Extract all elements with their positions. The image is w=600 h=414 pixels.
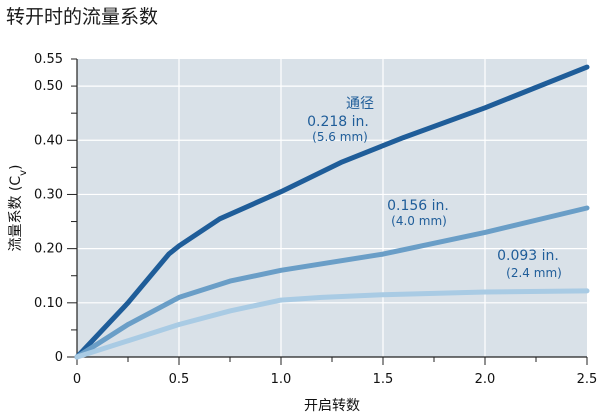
y-tick-label: 0.50 (34, 79, 63, 94)
y-axis-label-end: ) (8, 164, 24, 169)
series-line-3 (74, 288, 590, 360)
y-tick-label: 0.55 (34, 52, 63, 67)
tick-labels: 0 0.10 0.20 0.30 0.40 0.50 0.55 0 0.5 1.0 1.5 2.0 2.… (34, 52, 597, 387)
y-tick-label: 0.40 (34, 133, 63, 148)
grid-lines (77, 59, 587, 357)
y-axis-label-sub: v (18, 170, 29, 176)
annotation-series-1: 通径 0.218 in. (5.6 mm) (307, 96, 374, 144)
y-axis-label-main: 流量系数 (C (8, 176, 24, 252)
series-line-1 (74, 64, 590, 360)
annotation-series-1-line-2: 0.218 in. (307, 114, 369, 130)
annotation-series-1-line-1: 通径 (346, 96, 374, 112)
y-tick-label: 0.10 (34, 296, 63, 311)
axes (67, 58, 588, 365)
x-axis-label: 开启转数 (304, 398, 360, 414)
x-tick-label: 2.0 (475, 372, 496, 387)
annotation-series-2: 0.156 in. (4.0 mm) (387, 198, 449, 228)
x-tick-label: 0 (73, 372, 81, 387)
y-tick-label: 0 (55, 350, 63, 365)
series-lines (74, 64, 590, 360)
annotation-series-3-mm: (2.4 mm) (506, 266, 562, 280)
annotation-series-2-mm: (4.0 mm) (391, 214, 447, 228)
x-tick-label: 1.0 (271, 372, 292, 387)
annotation-series-3-line-1: 0.093 in. (497, 248, 559, 264)
annotation-series-2-line-1: 0.156 in. (387, 198, 449, 214)
series-line-2 (74, 205, 590, 360)
annotation-series-3: 0.093 in. (2.4 mm) (497, 248, 562, 280)
annotation-series-1-mm: (5.6 mm) (312, 130, 368, 144)
y-axis-label: 流量系数 (Cv) (8, 164, 29, 251)
y-tick-label: 0.20 (34, 242, 63, 257)
x-tick-label: 1.5 (373, 372, 394, 387)
x-tick-label: 2.5 (577, 372, 598, 387)
chart-title: 转开时的流量系数 (6, 6, 159, 28)
y-tick-label: 0.30 (34, 187, 63, 202)
x-tick-label: 0.5 (169, 372, 190, 387)
